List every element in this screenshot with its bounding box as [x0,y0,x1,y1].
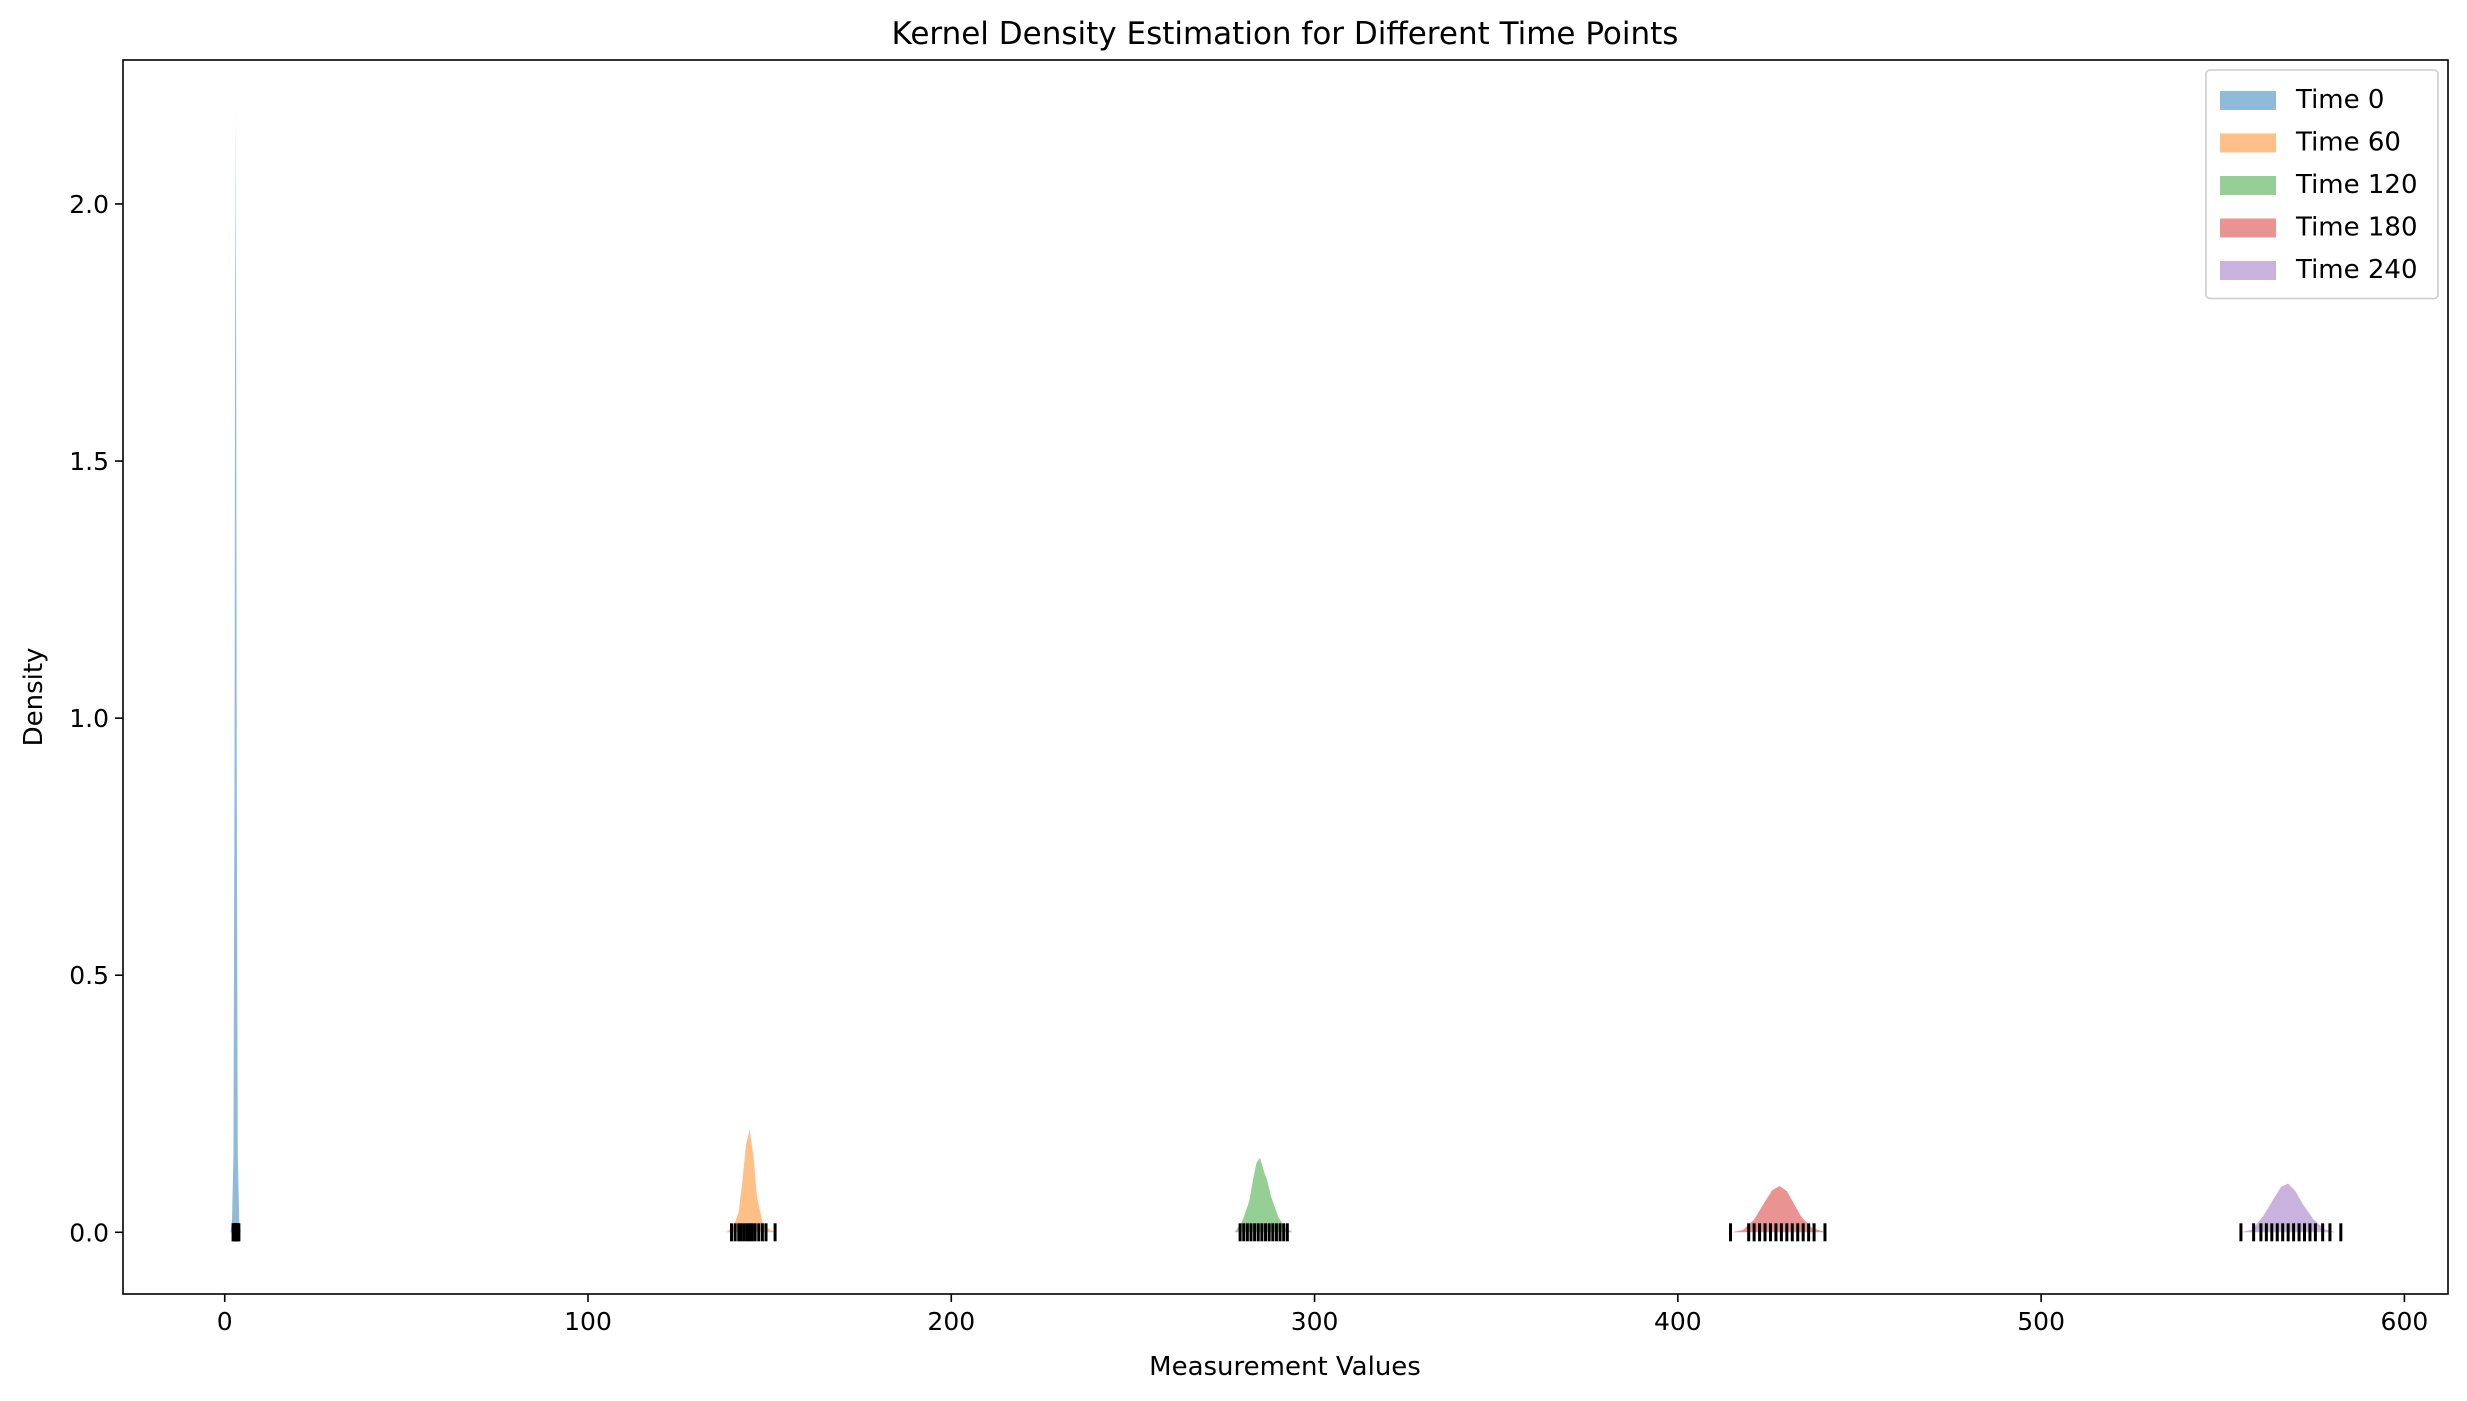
density-area-series-3 [1732,1186,1827,1233]
legend-label-0: Time 0 [2295,85,2384,115]
density-area-series-4 [2240,1183,2336,1233]
chart-title: Kernel Density Estimation for Different … [892,16,1679,52]
legend-swatch-3 [2220,218,2276,238]
x-tick-label-2: 200 [927,1307,975,1336]
x-tick-label-1: 100 [564,1307,612,1336]
y-axis-label: Density [19,648,49,747]
legend-label-2: Time 120 [2295,170,2418,200]
x-tick-label-5: 500 [2017,1307,2065,1336]
x-tick-label-0: 0 [217,1307,233,1336]
x-tick-label-4: 400 [1654,1307,1702,1336]
density-area-series-0 [230,111,241,1233]
y-tick-label-1: 0.5 [69,961,109,990]
axes-frame [122,59,2449,1295]
axes: 0 100 200 300 400 500 600 0.0 0.5 1.0 1.5 2.0 [69,59,2449,1336]
legend-label-3: Time 180 [2295,213,2418,243]
legend: Time 0 Time 60 Time 120 Time 180 Time 240 [2205,69,2439,300]
density-area-series-1 [726,1129,777,1233]
legend-box [2205,69,2439,300]
y-tick-label-2: 1.0 [69,704,109,733]
y-tick-label-3: 1.5 [69,447,109,476]
legend-swatch-2 [2220,176,2276,195]
plot-area [230,111,2343,1242]
x-tick-label-6: 600 [2381,1307,2429,1336]
legend-swatch-0 [2220,91,2276,110]
x-tick-label-3: 300 [1291,1307,1339,1336]
density-area-series-2 [1234,1157,1293,1233]
legend-label-4: Time 240 [2295,255,2418,285]
legend-swatch-4 [2220,261,2276,280]
legend-swatch-1 [2220,133,2276,153]
legend-label-1: Time 60 [2295,128,2401,158]
y-tick-label-0: 0.0 [69,1218,109,1247]
x-axis-label: Measurement Values [1149,1352,1421,1382]
y-tick-label-4: 2.0 [69,190,109,219]
